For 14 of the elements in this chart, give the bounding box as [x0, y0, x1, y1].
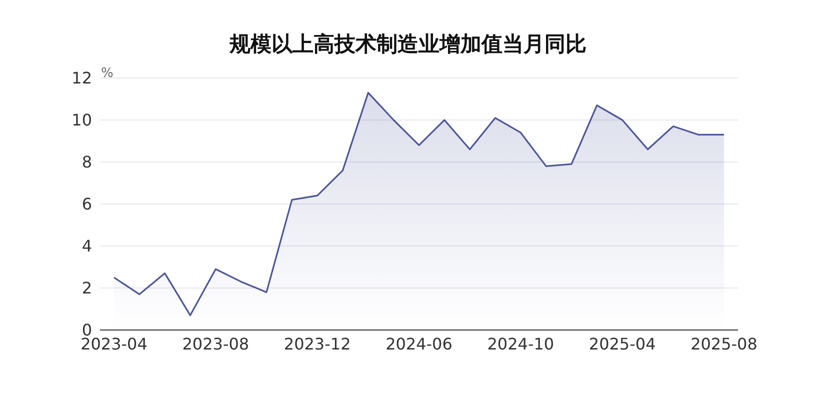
- y-tick-label: 2: [82, 278, 92, 298]
- chart-title: 规模以上高技术制造业增加值当月同比: [228, 31, 588, 58]
- y-tick-label: 8: [82, 152, 92, 172]
- x-tick-label: 2023-12: [284, 334, 351, 354]
- y-axis-title: %: [101, 66, 114, 81]
- x-tick-label: 2024-06: [386, 334, 452, 354]
- y-tick-label: 4: [82, 236, 92, 256]
- x-tick-label: 2025-04: [588, 334, 656, 354]
- y-tick-label: 10: [72, 110, 92, 130]
- x-tick-label: 2025-08: [690, 334, 758, 354]
- x-tick-label: 2023-08: [182, 334, 250, 354]
- y-tick-label: 6: [82, 194, 92, 214]
- x-tick-label: 2024-10: [487, 334, 554, 354]
- y-tick-label: 12: [72, 68, 92, 88]
